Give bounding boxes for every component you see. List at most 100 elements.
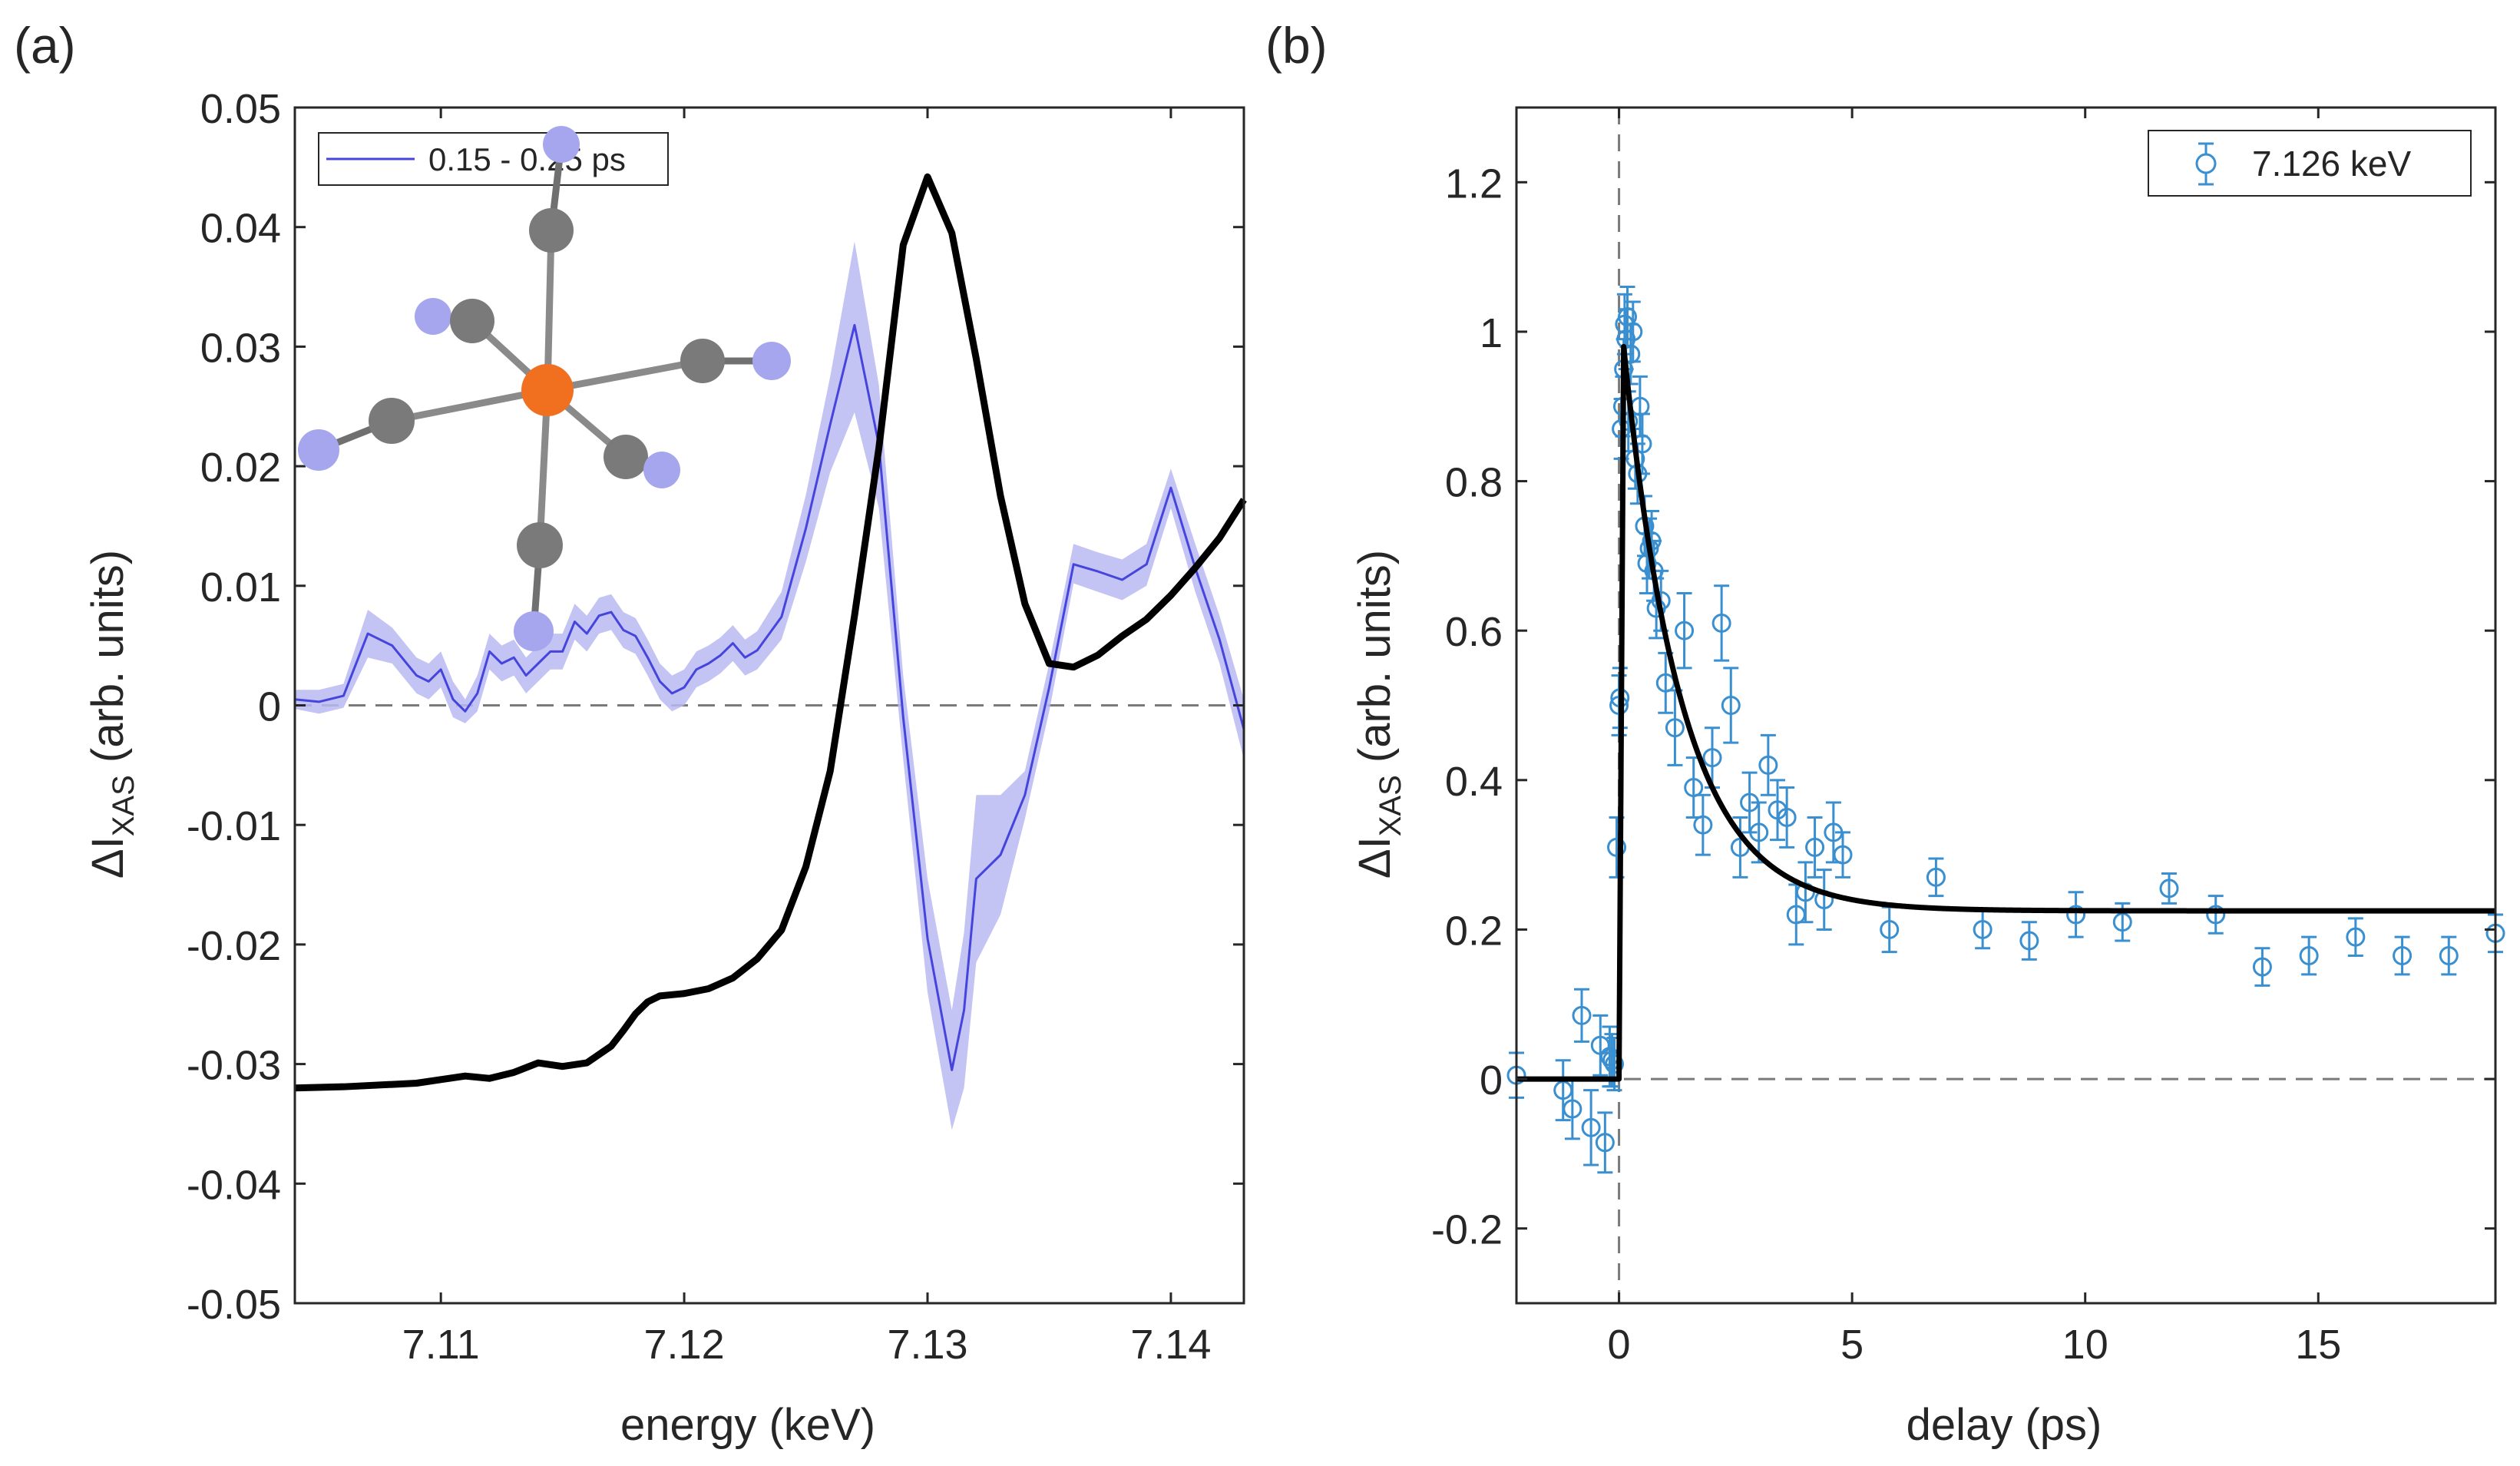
data-point — [1702, 726, 1722, 789]
plot-area-a — [293, 106, 1247, 1305]
data-marker — [1563, 1099, 1582, 1119]
x-tick-label-a: 7.13 — [887, 1322, 967, 1368]
data-marker — [1581, 1117, 1601, 1137]
x-axis-label-b: delay (ps) — [1907, 1400, 2102, 1450]
data-marker — [1684, 778, 1704, 798]
nitrogen-atom — [543, 126, 580, 163]
nitrogen-atom — [514, 611, 554, 651]
y-tick-label-a: -0.02 — [187, 923, 281, 969]
carbon-atom — [450, 299, 494, 343]
data-point — [1684, 756, 1704, 819]
x-tick-label-a: 7.12 — [644, 1322, 725, 1368]
data-marker — [1758, 755, 1778, 775]
data-marker — [2112, 912, 2132, 932]
y-axis-label-b-sub: XAS — [1374, 775, 1407, 836]
y-tick-labels-b: -0.2 0 0.2 0.4 0.6 0.8 1 1.2 — [1431, 160, 1503, 1253]
series-line-0.15-0.25ps — [294, 323, 1245, 1071]
legend-b-entry: 7.126 keV — [2252, 144, 2411, 184]
nitrogen-atom — [643, 452, 680, 488]
data-point — [1777, 786, 1797, 849]
x-tick-label-b: 5 — [1840, 1322, 1864, 1368]
y-tick-label-b: 0.8 — [1445, 460, 1503, 506]
series-line-reference — [294, 173, 1247, 1092]
data-point — [2299, 935, 2319, 976]
y-tick-label-a: -0.03 — [187, 1043, 281, 1089]
x-tick-labels-a: 7.11 7.12 7.13 7.14 — [402, 1322, 1212, 1368]
data-marker — [1572, 1005, 1592, 1025]
data-marker — [2346, 927, 2366, 947]
data-marker — [1805, 837, 1825, 857]
data-marker — [1880, 919, 1900, 939]
carbon-atom — [517, 522, 563, 568]
data-marker — [1749, 822, 1769, 842]
data-marker — [1623, 322, 1643, 342]
data-point — [2346, 917, 2366, 957]
data-point — [2393, 935, 2413, 976]
data-marker — [1605, 1054, 1624, 1074]
data-point — [1833, 831, 1853, 879]
data-point — [1926, 857, 1946, 898]
carbon-atom — [680, 339, 725, 383]
data-marker — [1721, 696, 1741, 715]
plot-area-b — [1506, 106, 2505, 1305]
series-band-0.15-0.25ps — [295, 241, 1244, 1130]
carbon-atom — [369, 398, 415, 444]
data-point — [1711, 584, 1731, 662]
y-axis-label-a: ΔIXAS (arb. units) — [83, 550, 141, 879]
data-marker — [1693, 815, 1713, 835]
legend-a-entry: 0.15 - 0.25 ps — [428, 141, 626, 177]
data-point — [1721, 667, 1741, 744]
legend-b: 7.126 keV — [2148, 130, 2472, 197]
data-marker — [1926, 867, 1946, 887]
data-marker — [1973, 919, 1993, 939]
data-marker — [1675, 620, 1695, 640]
data-marker — [2019, 931, 2039, 951]
panel-b: (b) -0.2 0 0.2 0.4 0.6 0.8 1 1.2 0 5 10 15 delay (… — [1265, 17, 2505, 1450]
panel-b-label: (b) — [1265, 17, 1328, 74]
y-tick-label-a: 0.04 — [200, 206, 281, 252]
data-point — [1581, 1089, 1601, 1167]
legend-b-marker — [2195, 153, 2217, 174]
fit-line — [1514, 343, 2498, 1082]
data-marker — [1595, 1133, 1615, 1153]
y-axis-label-a-sub: XAS — [107, 775, 141, 836]
y-axis-label-a-prefix: ΔI — [83, 836, 133, 879]
data-point — [2019, 921, 2039, 961]
y-tick-label-b: 0.4 — [1445, 759, 1503, 805]
data-marker — [1711, 613, 1731, 633]
y-tick-label-a: 0.05 — [200, 86, 281, 132]
nitrogen-atom — [752, 342, 791, 380]
y-axis-label-b-suffix: (arb. units) — [1350, 550, 1400, 775]
x-axis-label-a: energy (keV) — [620, 1400, 875, 1450]
y-tick-label-b: 0.2 — [1445, 908, 1503, 954]
data-point — [1665, 689, 1685, 766]
axes-frame-b — [1515, 106, 2497, 1305]
data-point — [2206, 895, 2226, 935]
data-point — [1824, 801, 1844, 864]
data-marker — [2393, 945, 2413, 965]
data-marker — [2159, 879, 2179, 898]
data-point — [1675, 592, 1695, 670]
data-point — [1572, 988, 1592, 1043]
data-point — [1693, 793, 1713, 856]
carbon-atom — [529, 208, 574, 253]
y-tick-label-a: 0.03 — [200, 325, 281, 371]
y-axis-label-b-prefix: ΔI — [1350, 836, 1400, 879]
molecule-inset — [298, 126, 791, 651]
data-point — [1595, 1111, 1615, 1174]
x-tick-label-a: 7.14 — [1130, 1322, 1211, 1368]
x-tick-label-b: 10 — [2062, 1322, 2108, 1368]
x-tick-label-b: 0 — [1608, 1322, 1631, 1368]
y-tick-label-b: 0.6 — [1445, 609, 1503, 655]
panel-a: (a) -0.05 -0.04 -0.03 -0.02 -0.01 0 0.01 0.02 0.… — [14, 17, 1247, 1450]
y-tick-labels-a: -0.05 -0.04 -0.03 -0.02 -0.01 0 0.01 0.02 0.03 0.… — [187, 86, 281, 1328]
y-tick-label-a: -0.05 — [187, 1282, 281, 1328]
x-tick-labels-b: 0 5 10 15 — [1608, 1322, 2342, 1368]
plot-background-b — [1516, 108, 2495, 1303]
data-point — [1805, 816, 1825, 879]
data-point — [1623, 300, 1643, 363]
data-marker — [1833, 845, 1853, 865]
data-point — [2252, 947, 2272, 987]
y-axis-label-a-suffix: (arb. units) — [83, 550, 133, 775]
